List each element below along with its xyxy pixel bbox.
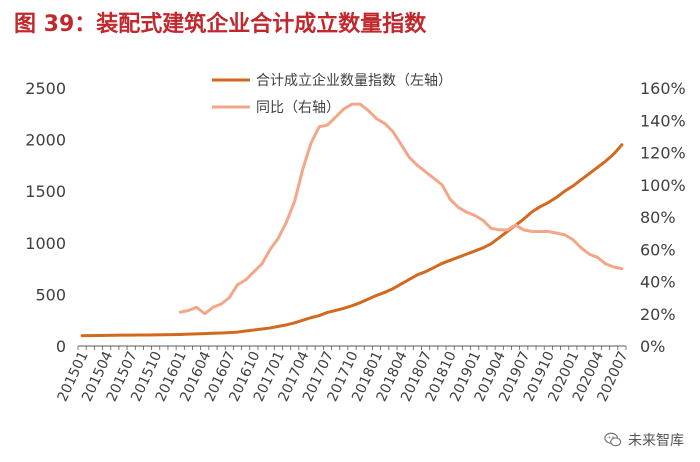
y-left-tick-label: 2000 — [25, 131, 66, 150]
y-right-tick-label: 100% — [640, 176, 686, 195]
y-left-tick-label: 0 — [56, 337, 66, 356]
chart-title: 图 39：装配式建筑企业合计成立数量指数 — [14, 12, 427, 37]
y-left-tick-label: 500 — [35, 285, 66, 304]
series-line-yoy — [178, 102, 624, 316]
watermark: 未来智库 — [604, 430, 684, 450]
legend-label-count-index: 合计成立企业数量指数（左轴） — [256, 72, 452, 89]
y-right-tick-label: 80% — [640, 208, 676, 227]
y-right-tick-label: 40% — [640, 273, 676, 292]
y-right-tick-label: 120% — [640, 144, 686, 163]
watermark-text: 未来智库 — [628, 433, 684, 449]
y-left-tick-label: 1500 — [25, 182, 66, 201]
y-right-tick-label: 140% — [640, 111, 686, 130]
y-left-tick-label: 2500 — [25, 79, 66, 98]
y-left-tick-label: 1000 — [25, 234, 66, 253]
wechat-icon — [604, 432, 622, 447]
y-right-tick-label: 0% — [640, 337, 665, 356]
legend-label-yoy: 同比（右轴） — [256, 100, 340, 116]
y-right-tick-label: 60% — [640, 240, 676, 259]
series-line-count-index — [80, 143, 624, 338]
y-right-tick-label: 20% — [640, 305, 676, 324]
y-right-tick-label: 160% — [640, 79, 686, 98]
